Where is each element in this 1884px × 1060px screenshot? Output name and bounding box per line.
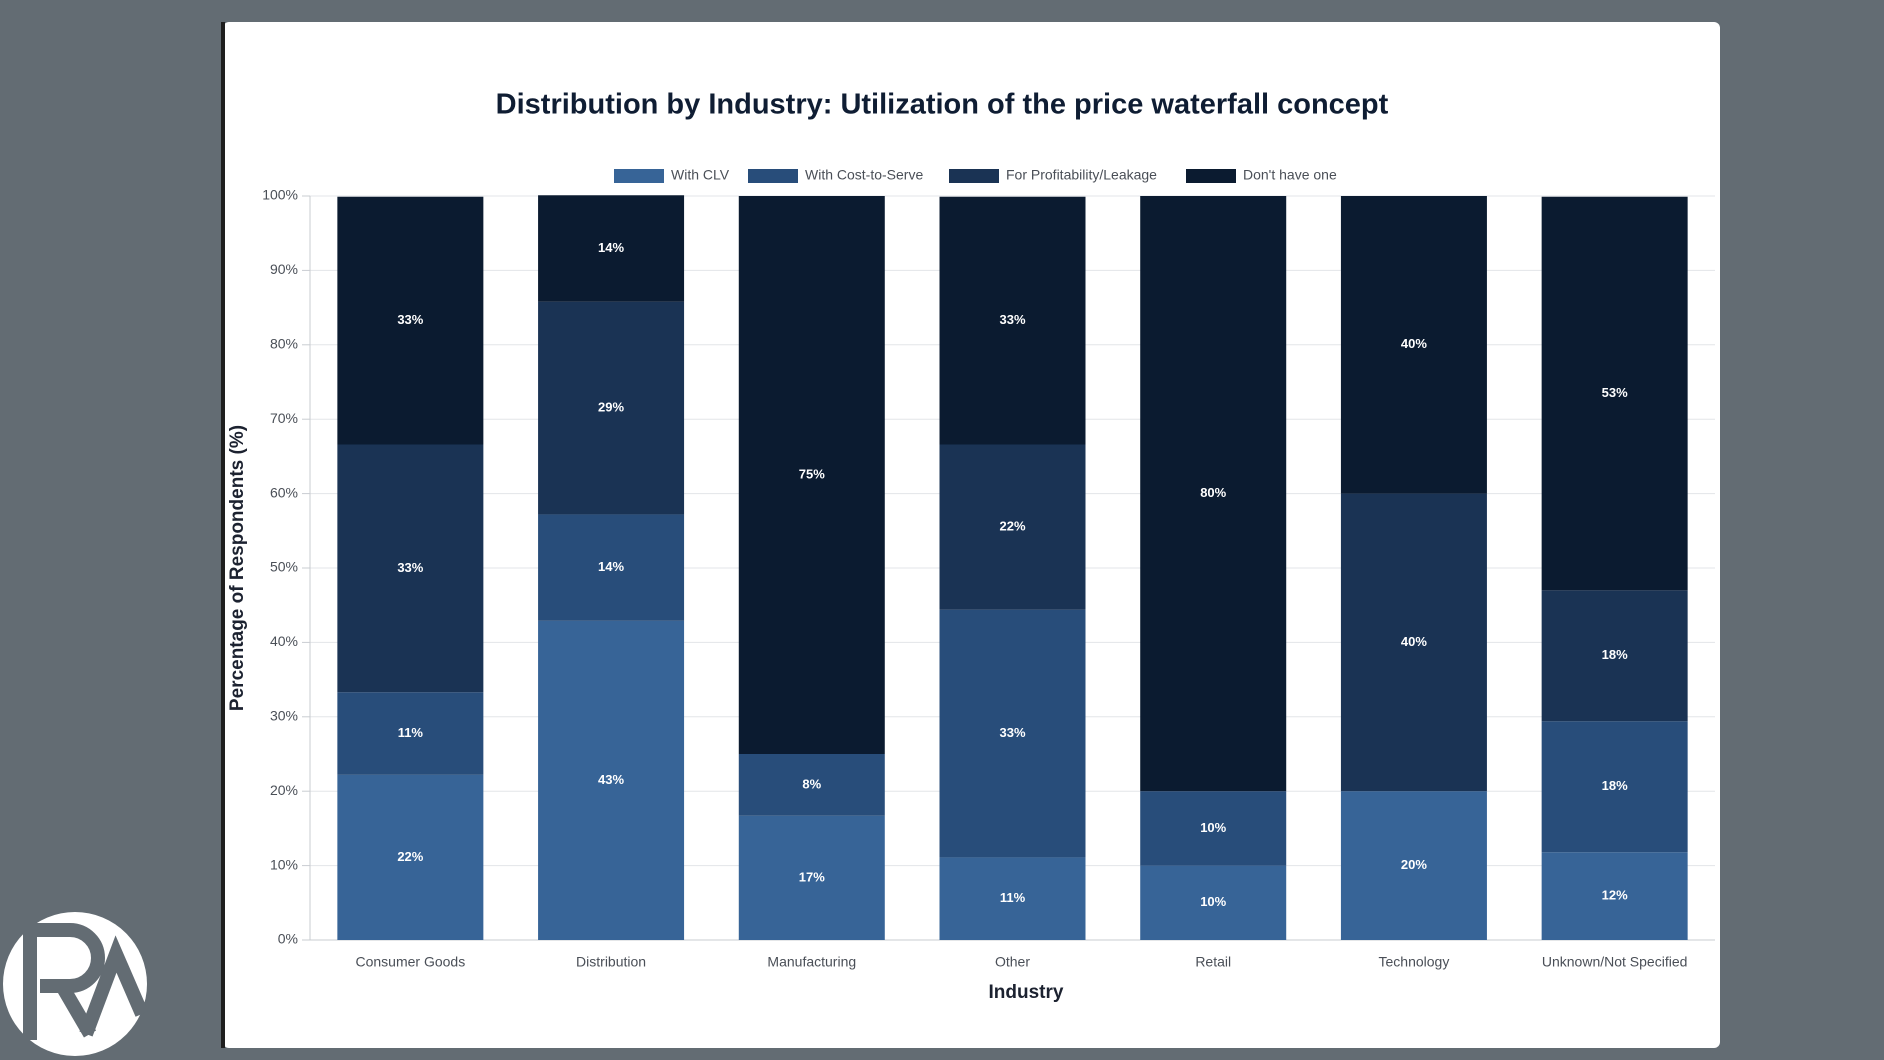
bar-segment [1340, 493, 1487, 792]
bar-segment [738, 754, 885, 816]
data-label: 53% [1602, 385, 1628, 400]
data-label: 22% [397, 849, 423, 864]
data-label: 80% [1200, 485, 1226, 500]
data-label: 17% [799, 869, 825, 884]
bar-segment [738, 815, 885, 940]
bar-segment [939, 609, 1086, 858]
data-label: 22% [999, 519, 1025, 534]
bar-segment [337, 444, 484, 693]
bar-segment [538, 620, 685, 940]
data-label: 14% [598, 559, 624, 574]
data-label: 18% [1602, 778, 1628, 793]
data-label: 33% [397, 312, 423, 327]
bar-segment [1541, 196, 1688, 591]
bar-segment [1340, 196, 1487, 494]
legend-swatch [614, 169, 664, 183]
data-label: 11% [1000, 890, 1026, 905]
bar-segment [337, 774, 484, 940]
y-tick-label: 30% [270, 708, 298, 724]
data-label: 40% [1401, 634, 1427, 649]
x-tick-label: Consumer Goods [355, 954, 465, 970]
data-label: 40% [1401, 336, 1427, 351]
data-label: 12% [1602, 888, 1628, 903]
y-tick-label: 20% [270, 782, 298, 798]
y-tick-label: 90% [270, 261, 298, 277]
data-label: 29% [598, 399, 624, 414]
x-tick-label: Technology [1379, 954, 1450, 970]
data-label: 43% [598, 772, 624, 787]
bar-segment [939, 444, 1086, 610]
bar-segment [939, 857, 1086, 940]
legend-swatch [949, 169, 999, 183]
legend-swatch [1186, 169, 1236, 183]
data-label: 14% [598, 240, 624, 255]
y-tick-label: 40% [270, 633, 298, 649]
y-tick-label: 10% [270, 856, 298, 872]
data-label: 11% [398, 725, 424, 740]
y-tick-label: 50% [270, 559, 298, 575]
y-tick-label: 60% [270, 484, 298, 500]
y-tick-label: 80% [270, 336, 298, 352]
y-axis-title: Percentage of Respondents (%) [227, 425, 248, 711]
legend-label: Don't have one [1243, 167, 1337, 183]
bar-segment [337, 196, 484, 445]
x-tick-label: Other [995, 954, 1030, 970]
card-edge [221, 22, 225, 1048]
data-label: 75% [799, 466, 825, 481]
data-label: 20% [1401, 857, 1427, 872]
bar-segment [1541, 852, 1688, 940]
x-tick-label: Retail [1195, 954, 1231, 970]
chart-title: Distribution by Industry: Utilization of… [496, 89, 1389, 121]
x-tick-label: Manufacturing [767, 954, 856, 970]
bar-segment [1541, 590, 1688, 722]
logo-mark [23, 923, 149, 1040]
data-label: 33% [397, 560, 423, 575]
legend-swatch [748, 169, 798, 183]
bar-segment [1140, 865, 1287, 940]
bar-segment [538, 301, 685, 515]
bar-segment [1541, 721, 1688, 853]
bar-segment [1340, 791, 1487, 940]
data-label: 10% [1200, 820, 1226, 835]
bar-segment [538, 514, 685, 621]
bar-segment [939, 196, 1086, 445]
y-tick-label: 100% [262, 187, 298, 203]
x-axis-title: Industry [989, 982, 1064, 1003]
bar-segment [1140, 791, 1287, 866]
legend-label: For Profitability/Leakage [1006, 167, 1157, 183]
legend-label: With Cost-to-Serve [805, 167, 923, 183]
legend-label: With CLV [671, 167, 730, 183]
data-label: 18% [1602, 647, 1628, 662]
x-tick-label: Distribution [576, 954, 646, 970]
logo [3, 912, 149, 1056]
data-label: 33% [999, 312, 1025, 327]
bar-segment [1140, 196, 1287, 792]
y-tick-label: 0% [278, 931, 298, 947]
bar-segment [738, 196, 885, 754]
x-tick-label: Unknown/Not Specified [1542, 954, 1688, 970]
y-tick-label: 70% [270, 410, 298, 426]
bar-segment [538, 195, 685, 302]
data-label: 33% [999, 725, 1025, 740]
data-label: 10% [1200, 894, 1226, 909]
data-label: 8% [802, 776, 821, 791]
bar-segment [337, 692, 484, 775]
